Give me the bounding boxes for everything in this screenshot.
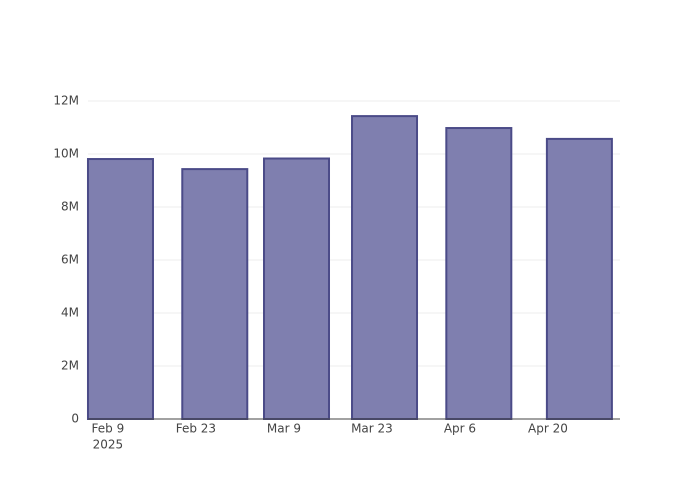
- bar: [351, 115, 419, 420]
- bar: [545, 137, 613, 421]
- y-tick-label: 2M: [61, 359, 79, 373]
- bar: [263, 157, 331, 420]
- y-tick-label: 0: [71, 412, 79, 426]
- x-tick-label: Apr 20: [528, 422, 568, 436]
- bar: [86, 158, 154, 420]
- y-tick-label: 8M: [61, 200, 79, 214]
- y-tick-label: 12M: [53, 94, 79, 108]
- x-tick-label: Apr 6: [444, 422, 476, 436]
- bar: [181, 168, 249, 420]
- x-tick-label: Feb 9: [92, 422, 125, 436]
- y-tick-label: 6M: [61, 253, 79, 267]
- y-tick-label: 10M: [53, 147, 79, 161]
- x-year-label: 2025: [93, 438, 124, 452]
- x-tick-label: Mar 23: [351, 422, 393, 436]
- x-tick-label: Feb 23: [176, 422, 216, 436]
- x-tick-label: Mar 9: [267, 422, 301, 436]
- y-tick-label: 4M: [61, 306, 79, 320]
- bar: [445, 127, 513, 420]
